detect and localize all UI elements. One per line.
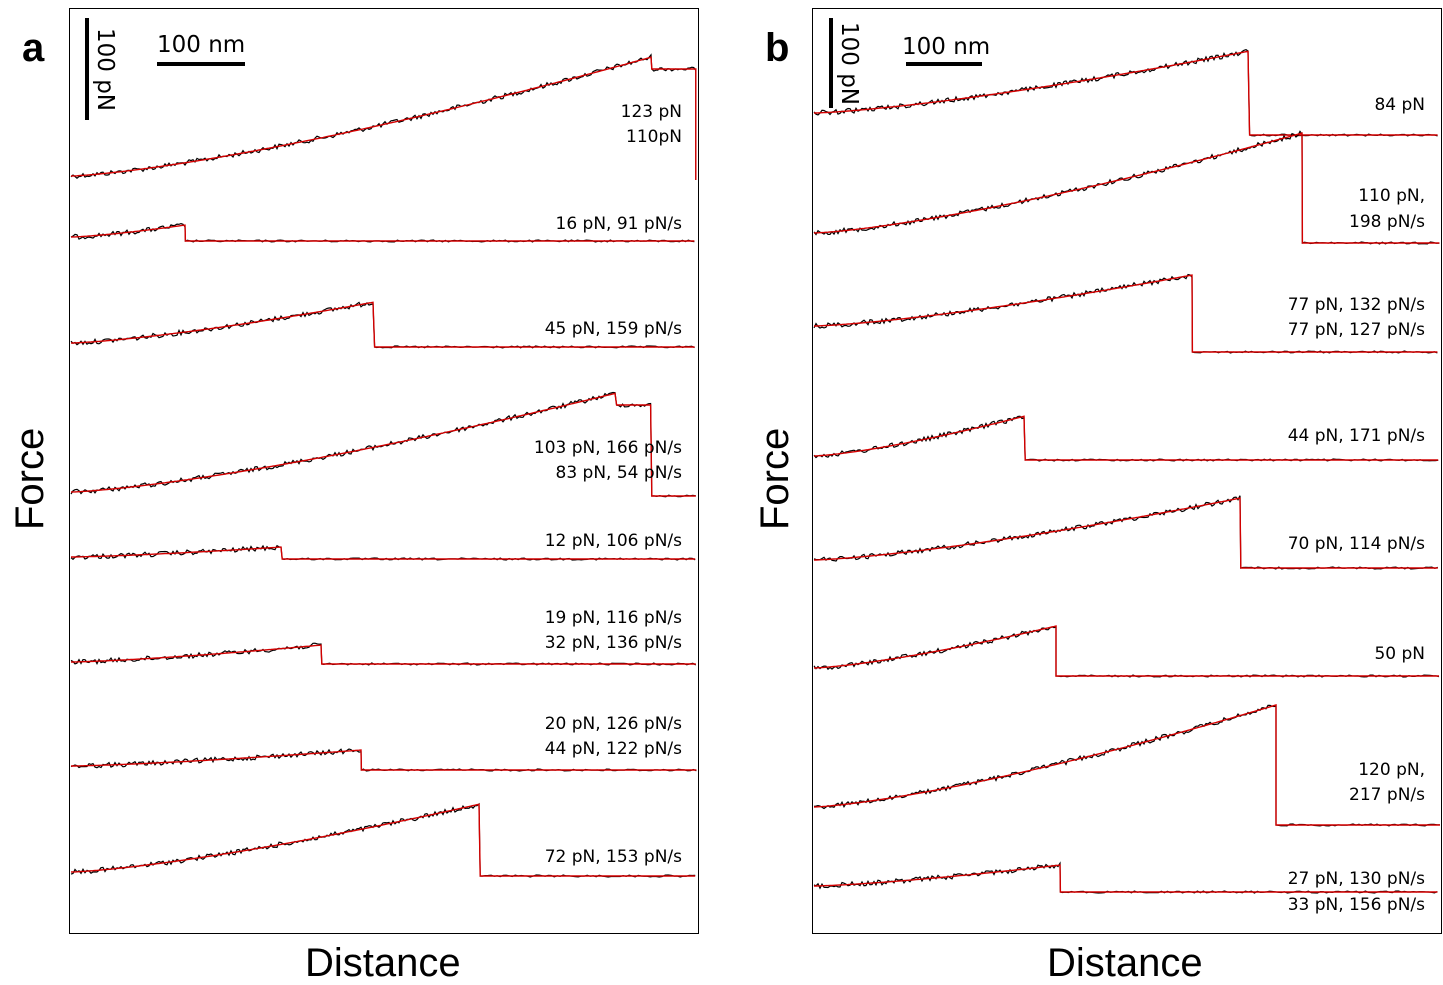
panel-a-trace-2-label-1: 16 pN, 91 pN/s — [556, 214, 683, 234]
panel-b-xscale-label: 100 nm — [902, 34, 990, 60]
panel-b-trace-3-fit — [814, 274, 1438, 353]
panel-b-yscale-label: 100 pN — [836, 22, 862, 105]
panel-b-trace-6-fit — [813, 625, 1439, 677]
panel-b-trace-4-fit — [813, 415, 1439, 461]
panel-a-trace-4-label-1: 103 pN, 166 pN/s — [534, 438, 682, 458]
panel-a-trace-3-label-1: 45 pN, 159 pN/s — [545, 319, 682, 339]
panel-a-frame — [69, 8, 699, 934]
panel-b-trace-7-raw — [813, 704, 1440, 827]
panel-b-trace-5-label-1: 70 pN, 114 pN/s — [1288, 534, 1425, 554]
panel-b-trace-7-fit — [813, 704, 1440, 826]
panel-b-trace-6-label-1: 50 pN — [1374, 644, 1425, 664]
panel-a-trace-4-fit — [70, 392, 696, 497]
panel-a-trace-5-label-1: 12 pN, 106 pN/s — [545, 531, 682, 551]
panel-a-trace-2-fit — [70, 224, 695, 242]
panel-a-trace-3-fit — [71, 301, 695, 348]
panel-a-trace-7-fit — [71, 749, 697, 771]
panel-a-xlabel: Distance — [305, 941, 461, 985]
panel-b-xlabel: Distance — [1047, 941, 1203, 985]
panel-a-trace-1-label-1: 123 pN — [621, 102, 682, 122]
panel-b-trace-2-label-1: 110 pN, — [1358, 186, 1425, 206]
panel-a-trace-5-fit — [71, 546, 696, 560]
panel-b-letter: b — [765, 26, 790, 70]
panel-b-trace-2-fit — [813, 132, 1440, 244]
panel-b-trace-3-label-1: 77 pN, 132 pN/s — [1288, 295, 1425, 315]
panel-b-trace-4-label-1: 44 pN, 171 pN/s — [1288, 426, 1425, 446]
panel-a-trace-8-fit — [70, 803, 696, 877]
panel-a-trace-7-label-2: 44 pN, 122 pN/s — [545, 739, 682, 759]
panel-a-trace-7-label-1: 20 pN, 126 pN/s — [545, 714, 682, 734]
panel-b-frame — [812, 8, 1442, 934]
panel-b-trace-5-raw — [813, 495, 1439, 570]
panel-a-trace-4-label-2: 83 pN, 54 pN/s — [556, 463, 683, 483]
panel-a-letter: a — [22, 26, 45, 70]
panel-a-yscale-label: 100 pN — [92, 28, 118, 111]
panel-a-trace-8-label-1: 72 pN, 153 pN/s — [545, 847, 682, 867]
panel-b-trace-8-fit — [814, 864, 1438, 893]
panel-a-trace-1-label-2: 110pN — [626, 127, 682, 147]
panel-a-trace-1-raw — [70, 53, 697, 180]
panel-a-trace-6-label-1: 19 pN, 116 pN/s — [545, 608, 682, 628]
panel-b-trace-7-label-2: 217 pN/s — [1349, 785, 1425, 805]
panel-b-trace-8-label-1: 27 pN, 130 pN/s — [1288, 869, 1425, 889]
panel-a-trace-1-fit — [70, 56, 697, 180]
panel-b-trace-1-label-1: 84 pN — [1374, 95, 1425, 115]
panel-b-trace-3-label-2: 77 pN, 127 pN/s — [1288, 320, 1425, 340]
panel-b-trace-8-label-2: 33 pN, 156 pN/s — [1288, 895, 1425, 915]
panel-a-trace-6-label-2: 32 pN, 136 pN/s — [545, 633, 682, 653]
panel-b-trace-5-fit — [814, 497, 1438, 569]
panel-a-xscale-label: 100 nm — [157, 32, 245, 58]
panel-b-trace-2-raw — [813, 130, 1440, 245]
panel-b-trace-6-raw — [813, 626, 1440, 678]
panel-b-trace-2-label-2: 198 pN/s — [1349, 212, 1425, 232]
panel-a-trace-6-fit — [71, 644, 696, 665]
panel-b-trace-7-label-1: 120 pN, — [1358, 760, 1425, 780]
